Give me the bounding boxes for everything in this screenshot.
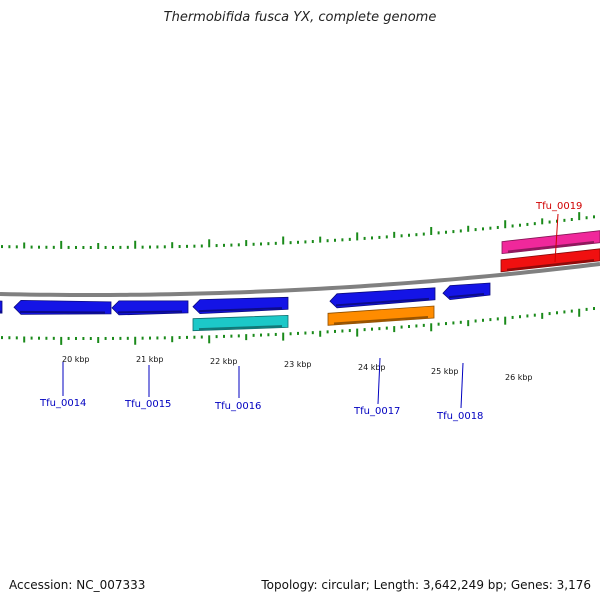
gene-label-tfu-0018[interactable]: Tfu_0018 xyxy=(436,411,483,422)
scale-label: 22 kbp xyxy=(210,357,238,366)
gene-label-tfu-0019[interactable]: Tfu_0019 xyxy=(535,201,582,212)
gene-label-tfu-0014[interactable]: Tfu_0014 xyxy=(39,398,86,409)
gene-label-tfu-0015[interactable]: Tfu_0015 xyxy=(124,399,171,410)
gene-tfu-0017[interactable] xyxy=(329,287,436,309)
gene-label-tfu-0016[interactable]: Tfu_0016 xyxy=(214,401,261,412)
scale-label: 20 kbp xyxy=(62,355,90,364)
gene-tfu-0016[interactable] xyxy=(192,296,289,315)
feature-tfu-0016-cyan[interactable] xyxy=(192,314,289,332)
label-leader-line xyxy=(554,213,559,263)
gene-tfu-0018[interactable] xyxy=(442,282,491,301)
genome-backbone xyxy=(0,261,600,298)
scale-label: 23 kbp xyxy=(284,360,312,369)
feature-tfu-0017-orange[interactable] xyxy=(327,305,435,326)
scale-label: 21 kbp xyxy=(136,355,164,364)
backbone-line xyxy=(0,261,600,298)
genome-summary: Topology: circular; Length: 3,642,249 bp… xyxy=(261,578,591,592)
label-leader-line xyxy=(460,362,464,409)
map-title: Thermobifida fusca YX, complete genome xyxy=(163,10,437,25)
gene-tfu-0019[interactable] xyxy=(501,230,600,255)
inner-tick-track xyxy=(1,307,595,345)
feature-tfu-0019-red[interactable] xyxy=(500,248,600,273)
gene-label-tfu-0017[interactable]: Tfu_0017 xyxy=(353,406,400,417)
scale-label: 25 kbp xyxy=(431,367,459,376)
scale-label: 26 kbp xyxy=(505,373,533,382)
scale-label-track: 20 kbp 21 kbp 22 kbp 23 kbp 24 kbp 25 kb… xyxy=(62,355,533,382)
gene-label-track: Tfu_0014 Tfu_0015 Tfu_0016 Tfu_0017 Tfu_… xyxy=(39,201,582,422)
gene-fragment[interactable] xyxy=(0,300,3,314)
feature-track xyxy=(0,230,600,332)
gene-tfu-0014[interactable] xyxy=(13,299,112,315)
outer-tick-track xyxy=(1,212,595,249)
scale-label: 24 kbp xyxy=(358,363,386,372)
accession-text: Accession: NC_007333 xyxy=(9,578,146,592)
gene-tfu-0015[interactable] xyxy=(111,300,189,316)
label-leader-line xyxy=(377,357,381,405)
